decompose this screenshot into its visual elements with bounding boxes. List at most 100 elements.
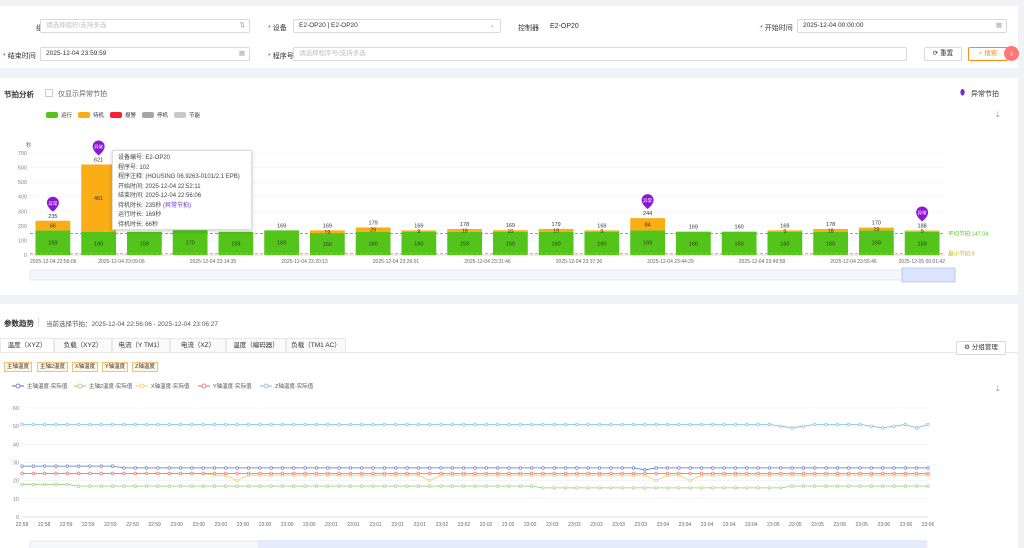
- series-point: [31, 482, 35, 486]
- tab-load-tm1-ac[interactable]: 负载（TM1 AC）: [286, 338, 346, 352]
- series-point: [144, 422, 149, 426]
- only-abnormal-checkbox[interactable]: [45, 89, 53, 97]
- series-point: [654, 471, 658, 475]
- end-time-input[interactable]: 2025-12-04 23:59:59 ▦: [40, 47, 250, 61]
- series-point: [620, 422, 624, 426]
- legend-item[interactable]: 运行: [46, 111, 72, 119]
- tab-current-y-tm1[interactable]: 电流（Y TM1）: [112, 338, 170, 352]
- program-select[interactable]: 请选择程序号/支持多选: [293, 47, 907, 61]
- filter-panel: 组织 请选择组织/支持多选 ⇅ 设备 E2-OP20 | E2-OP20 ⌄ 控…: [0, 6, 1018, 68]
- tab-temperature-xyz[interactable]: 温度（XYZ）: [0, 338, 54, 352]
- series-point: [371, 484, 375, 488]
- x-tick-label: 23:04: [657, 522, 670, 528]
- series-point: [665, 466, 670, 470]
- series-point: [643, 422, 647, 426]
- series-point: [779, 466, 783, 470]
- series-point: [835, 466, 840, 470]
- chip-x-temp[interactable]: X轴温度: [72, 362, 99, 372]
- series-point: [178, 466, 183, 470]
- bar-run: [218, 231, 254, 255]
- bar-run-label: 160: [369, 241, 378, 247]
- x-tick-label: 2025-12-04 23:37:36: [556, 259, 603, 265]
- series-point: [88, 464, 92, 468]
- series-point: [439, 484, 443, 488]
- series-point: [235, 484, 239, 488]
- series-point: [258, 484, 262, 488]
- bar-standby-label: 9: [600, 229, 603, 235]
- series-point: [699, 466, 704, 470]
- series-point: [65, 471, 69, 475]
- device-value: E2-OP20 | E2-OP20: [299, 22, 358, 29]
- series-point: [269, 484, 273, 488]
- series-point: [903, 422, 907, 426]
- only-abnormal-label: 仅显示异常节拍: [58, 91, 107, 98]
- series-point: [688, 479, 692, 483]
- chip-y-temp[interactable]: Y轴温度: [102, 362, 129, 372]
- org-select[interactable]: 请选择组织/支持多选 ⇅: [40, 19, 250, 33]
- tab-load-xyz[interactable]: 负载（XYZ）: [54, 338, 112, 352]
- zoom-slider-handle: [901, 267, 956, 283]
- bar-total-label: 179: [369, 220, 378, 226]
- series-point: [881, 426, 885, 430]
- x-tick-label: 23:01: [325, 522, 338, 528]
- bar-standby: [858, 227, 894, 231]
- tooltip-line: 运行时长: 169秒: [118, 212, 162, 218]
- series-point: [779, 486, 783, 490]
- series-point: [416, 466, 420, 470]
- download-icon[interactable]: ⤓: [996, 384, 1000, 393]
- x-tick-label: 2025-12-04 23:26:01: [373, 259, 420, 265]
- start-time-input[interactable]: 2025-12-04 00:00:00 ▦: [797, 19, 1007, 33]
- y-tick-label: 300: [18, 209, 27, 215]
- notification-bell-icon[interactable]: ♪: [1004, 46, 1019, 61]
- y-tick-label: 50: [13, 424, 19, 430]
- series-point: [43, 464, 47, 468]
- series-point: [609, 422, 613, 426]
- bar-run-label: 159: [140, 241, 149, 247]
- tab-current-xz[interactable]: 电流（XZ）: [170, 338, 226, 352]
- search-button[interactable]: ⌕ 搜索: [968, 47, 1008, 61]
- legend-item[interactable]: 待机: [78, 111, 104, 119]
- series-point: [541, 471, 545, 475]
- bar-run: [584, 231, 620, 255]
- tab-temperature-encoder[interactable]: 温度（编码器）: [226, 338, 286, 352]
- series-point: [224, 484, 228, 488]
- x-tick-label: 22:59: [104, 522, 117, 528]
- legend-item[interactable]: 停机: [142, 111, 168, 119]
- series-point: [462, 422, 466, 426]
- chip-spindle2-temp[interactable]: 主轴2温度: [37, 362, 69, 372]
- series-point: [892, 424, 896, 428]
- series-point: [779, 471, 783, 475]
- bar-standby-label: 19: [873, 227, 879, 233]
- legend-item[interactable]: 报警: [110, 111, 136, 119]
- bar-standby: [81, 164, 117, 232]
- series-point: [733, 466, 738, 470]
- x-tick-label: 2025-12-04 23:09:06: [98, 259, 145, 265]
- legend-label: 停机: [157, 113, 169, 119]
- series-point: [167, 471, 171, 475]
- series-point: [178, 422, 183, 426]
- x-tick-label: 23:03: [634, 522, 647, 528]
- x-tick-label: 2025-12-05 00:01:42: [899, 259, 946, 265]
- series-point: [711, 486, 715, 490]
- series-point: [813, 484, 817, 488]
- series-point: [609, 486, 613, 490]
- chip-spindle-temp[interactable]: 主轴温度: [4, 362, 33, 372]
- reset-button[interactable]: ⟳ 重置: [924, 47, 962, 61]
- y-tick-label: 0: [24, 253, 27, 259]
- device-select[interactable]: E2-OP20 | E2-OP20 ⌄: [293, 19, 501, 33]
- series-point: [144, 471, 149, 475]
- bar-total-label: 169: [414, 223, 423, 229]
- series-point: [620, 486, 624, 490]
- legend-item[interactable]: 节能: [174, 111, 200, 119]
- bar-run-label: 170: [186, 241, 195, 247]
- group-manage-button[interactable]: ⚙ 分组管理: [956, 341, 1006, 355]
- series-point: [530, 422, 534, 426]
- chip-z-temp[interactable]: Z轴温度: [132, 362, 158, 372]
- series-point: [892, 466, 896, 470]
- x-tick-label: 23:01: [347, 522, 360, 528]
- x-tick-label: 22:59: [126, 522, 139, 528]
- bar-total-label: 178: [460, 222, 469, 228]
- series-point: [473, 484, 477, 488]
- legend-label: 主轴2温度-实际值: [89, 382, 133, 390]
- download-icon[interactable]: ⤓: [996, 110, 1000, 119]
